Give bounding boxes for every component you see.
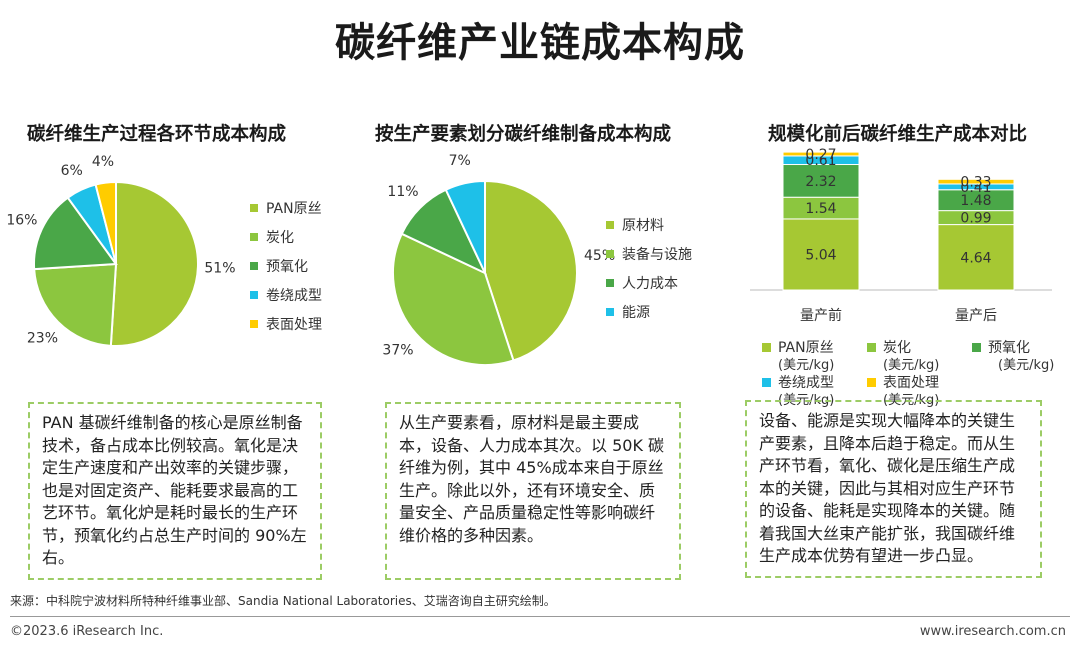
pie1-legend-swatch-3 <box>250 291 258 299</box>
pie2-slice-3 <box>444 179 486 274</box>
bar-legend-unit-2: (美元/kg) <box>998 358 1054 373</box>
note-box-1: PAN 基碳纤维制备的核心是原丝制备技术，备占成本比例较高。氧化是决定生产速度和… <box>28 402 322 580</box>
pie2-legend-label-1: 装备与设施 <box>622 246 692 263</box>
pie1-slice-2 <box>33 196 118 271</box>
chart1-title: 碳纤维生产过程各环节成本构成 <box>27 124 287 145</box>
pie2-legend-label-0: 原材料 <box>622 218 664 234</box>
website-link: www.iresearch.com.cn <box>919 624 1066 639</box>
bar-1-segment-0 <box>937 224 1015 291</box>
pie2-slice-label-2: 11% <box>387 184 418 200</box>
pie2-slice-label-3: 7% <box>449 153 471 169</box>
stacked-bar-chart-scale-cost: 5.041.542.320.610.27量产前4.640.991.480.410… <box>750 147 1054 408</box>
bar-legend-swatch-4 <box>867 378 876 387</box>
pie1-legend-label-2: 预氧化 <box>266 259 308 275</box>
pie1-slice-label-1: 23% <box>27 331 58 347</box>
bar-category-label-1: 量产后 <box>955 308 997 324</box>
bar-1-segment-4 <box>937 178 1015 185</box>
pie1-legend-swatch-1 <box>250 233 258 241</box>
note-box-2: 从生产要素看，原材料是最主要成本，设备、人力成本其次。以 50K 碳纤维为例，其… <box>385 402 681 580</box>
bar-0-segment-2 <box>782 164 860 198</box>
footer-divider <box>10 616 1070 617</box>
pie2-legend-swatch-1 <box>606 250 614 258</box>
pie1-slice-label-2: 16% <box>6 213 37 229</box>
pie2-legend-swatch-3 <box>606 308 614 316</box>
pie2-legend-swatch-0 <box>606 221 614 229</box>
bar-legend-swatch-2 <box>972 343 981 352</box>
bar-legend-unit-0: (美元/kg) <box>778 358 834 373</box>
bar-0-value-label-3: 0.61 <box>805 153 836 169</box>
source-note: 来源：中科院宁波材料所特种纤维事业部、Sandia National Labor… <box>10 594 556 608</box>
pie1-slice-1 <box>33 262 118 347</box>
pie1-slice-label-0: 51% <box>204 260 235 276</box>
pie1-slice-0 <box>109 180 199 347</box>
pie2-slice-label-1: 37% <box>382 343 413 359</box>
bar-0-segment-4 <box>782 151 860 157</box>
bar-legend-label-4: 表面处理 <box>883 375 939 391</box>
note-box-3: 设备、能源是实现大幅降本的关键生产要素，且降本后趋于稳定。而从生产环节看，氧化、… <box>745 400 1042 578</box>
pie2-legend-swatch-2 <box>606 279 614 287</box>
pie2-slice-1 <box>392 232 515 366</box>
bar-1-value-label-2: 1.48 <box>960 193 991 209</box>
chart2-title: 按生产要素划分碳纤维制备成本构成 <box>375 124 672 145</box>
bar-legend-unit-1: (美元/kg) <box>883 358 939 373</box>
pie1-slice-label-4: 4% <box>92 154 114 170</box>
pie1-legend-swatch-0 <box>250 204 258 212</box>
bar-0-value-label-0: 5.04 <box>805 247 836 263</box>
bar-0-value-label-1: 1.54 <box>805 201 836 217</box>
bar-legend-label-0: PAN原丝 <box>778 340 834 356</box>
pie2-slice-0 <box>484 179 578 362</box>
pie1-slice-4 <box>94 180 117 265</box>
bar-legend-swatch-1 <box>867 343 876 352</box>
pie1-legend-label-0: PAN原丝 <box>266 201 322 217</box>
pie1-legend-label-3: 卷绕成型 <box>266 288 322 304</box>
pie-chart-process-cost: 51% PAN原丝 23% 炭化 16% 预氧化 6% 卷绕成型 4% 表面处理 <box>6 154 322 347</box>
bar-legend-label-2: 预氧化 <box>988 340 1030 356</box>
pie1-legend-swatch-4 <box>250 320 258 328</box>
page-title: 碳纤维产业链成本构成 <box>335 20 745 66</box>
bar-0-value-label-2: 2.32 <box>805 174 836 190</box>
bar-legend-label-1: 炭化 <box>883 340 911 356</box>
pie1-legend-label-4: 表面处理 <box>266 317 322 333</box>
bar-legend-label-3: 卷绕成型 <box>778 375 834 391</box>
bar-0-segment-0 <box>782 218 860 291</box>
pie1-legend-swatch-2 <box>250 262 258 270</box>
bar-1-value-label-1: 0.99 <box>960 211 991 227</box>
pie2-legend-label-2: 人力成本 <box>622 276 678 292</box>
chart3-title: 规模化前后碳纤维生产成本对比 <box>768 124 1028 145</box>
bar-legend-swatch-3 <box>762 378 771 387</box>
pie1-legend-label-1: 炭化 <box>266 230 294 246</box>
bar-1-value-label-4: 0.33 <box>960 175 991 191</box>
bar-legend-swatch-0 <box>762 343 771 352</box>
pie2-legend-label-3: 能源 <box>622 305 650 321</box>
bar-category-label-0: 量产前 <box>800 307 842 324</box>
pie1-slice-label-3: 6% <box>61 163 83 179</box>
bar-0-value-label-4: 0.27 <box>805 147 836 163</box>
copyright: ©2023.6 iResearch Inc. <box>10 624 164 639</box>
bar-1-value-label-0: 4.64 <box>960 250 991 266</box>
